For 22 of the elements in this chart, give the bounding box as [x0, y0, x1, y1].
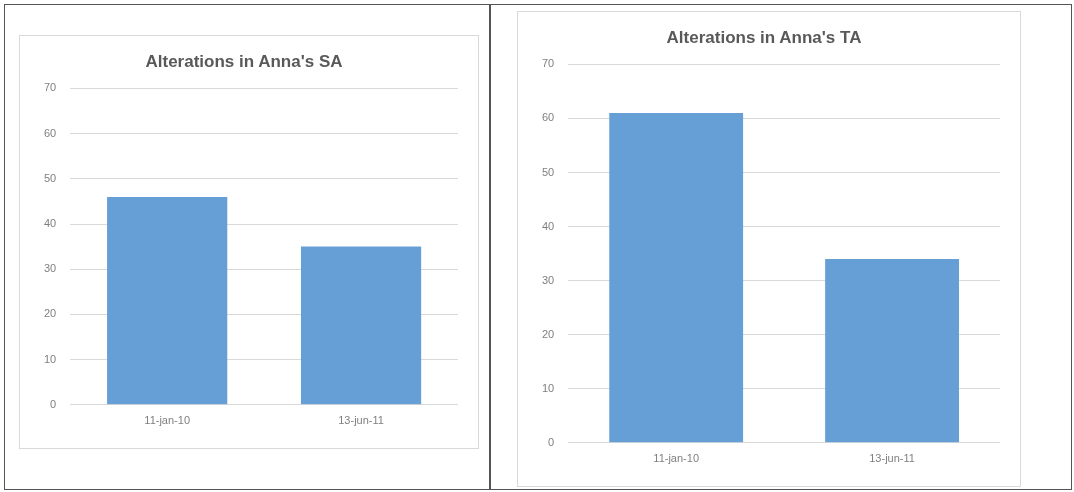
- x-tick-label: 13-jun-11: [338, 414, 384, 427]
- y-tick-label: 0: [50, 397, 57, 410]
- x-tick-label: 13-jun-11: [869, 452, 915, 465]
- x-tick-label: 11-jan-10: [144, 414, 191, 427]
- y-tick-label: 50: [541, 165, 555, 178]
- y-tick-label: 40: [43, 217, 57, 230]
- y-tick-label: 70: [541, 57, 555, 70]
- y-tick-label: 60: [541, 111, 555, 124]
- y-tick-label: 10: [541, 381, 555, 394]
- chart-title: Alterations in Anna's TA: [666, 27, 862, 47]
- y-tick-label: 60: [43, 126, 57, 139]
- y-tick-label: 20: [541, 327, 555, 340]
- y-tick-label: 30: [43, 262, 57, 275]
- x-tick-label: 11-jan-10: [653, 452, 700, 465]
- y-tick-label: 20: [43, 307, 57, 320]
- y-tick-label: 0: [548, 435, 555, 448]
- y-tick-label: 50: [43, 171, 57, 184]
- y-tick-label: 10: [43, 352, 57, 365]
- chart-title: Alterations in Anna's SA: [145, 51, 343, 71]
- y-tick-label: 30: [541, 273, 555, 286]
- y-tick-label: 40: [541, 219, 555, 232]
- y-tick-label: 70: [43, 81, 57, 94]
